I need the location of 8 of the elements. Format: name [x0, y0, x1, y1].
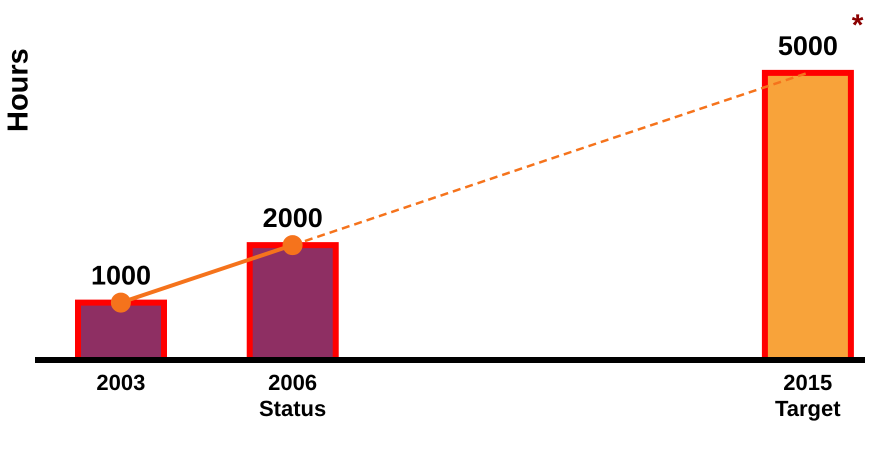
annotation: * [852, 8, 864, 42]
x-tick-label: 2006 Status [258, 370, 326, 421]
y-axis-title: Hours [2, 48, 34, 132]
x-tick-label: 2003 [96, 370, 146, 395]
data-label: 5000 [778, 30, 838, 61]
x-tick-label: 2015 Target [774, 370, 842, 421]
data-label: 2000 [262, 203, 323, 234]
data-label: 1000 [90, 260, 152, 291]
